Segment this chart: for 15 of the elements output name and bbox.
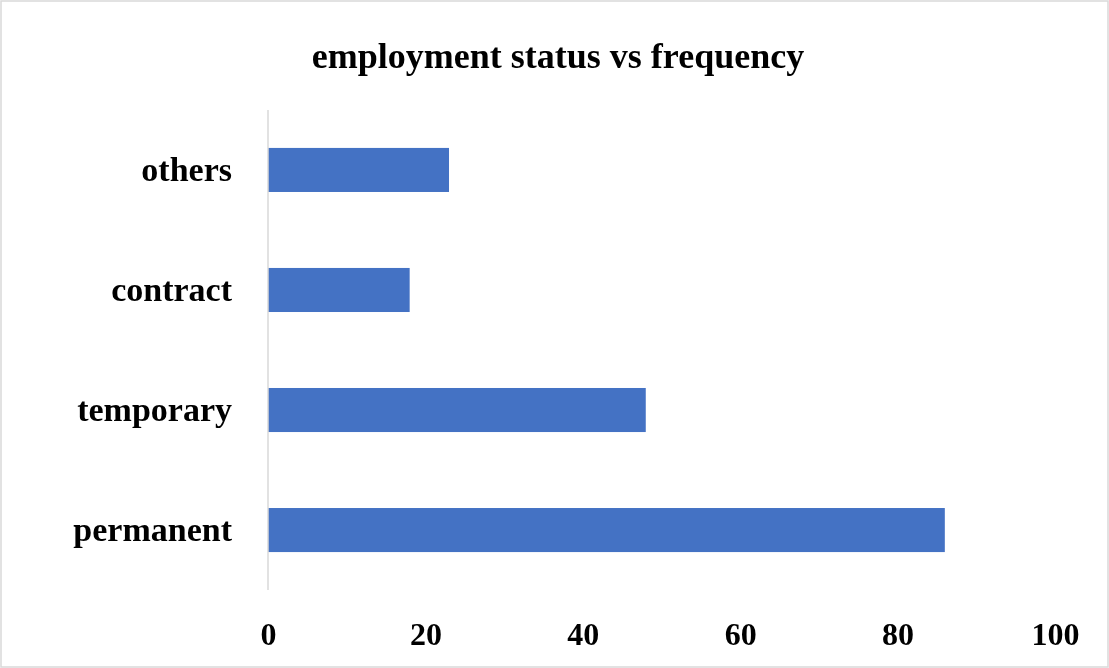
x-tick-label: 100 (1031, 615, 1080, 652)
x-tick-label: 60 (724, 615, 757, 652)
x-tick-label: 0 (260, 615, 277, 652)
y-tick-label: contract (111, 270, 233, 308)
y-tick-label: permanent (73, 510, 233, 548)
y-tick-label: others (141, 150, 232, 188)
bar (268, 387, 646, 433)
bar (268, 147, 450, 192)
y-tick-label: temporary (77, 390, 232, 428)
bar (268, 508, 945, 553)
chart-title: employment status vs frequency (311, 36, 805, 76)
x-tick-label: 40 (567, 615, 600, 652)
bar (268, 267, 410, 313)
x-tick-label: 20 (409, 615, 442, 652)
x-tick-label: 80 (882, 615, 915, 652)
